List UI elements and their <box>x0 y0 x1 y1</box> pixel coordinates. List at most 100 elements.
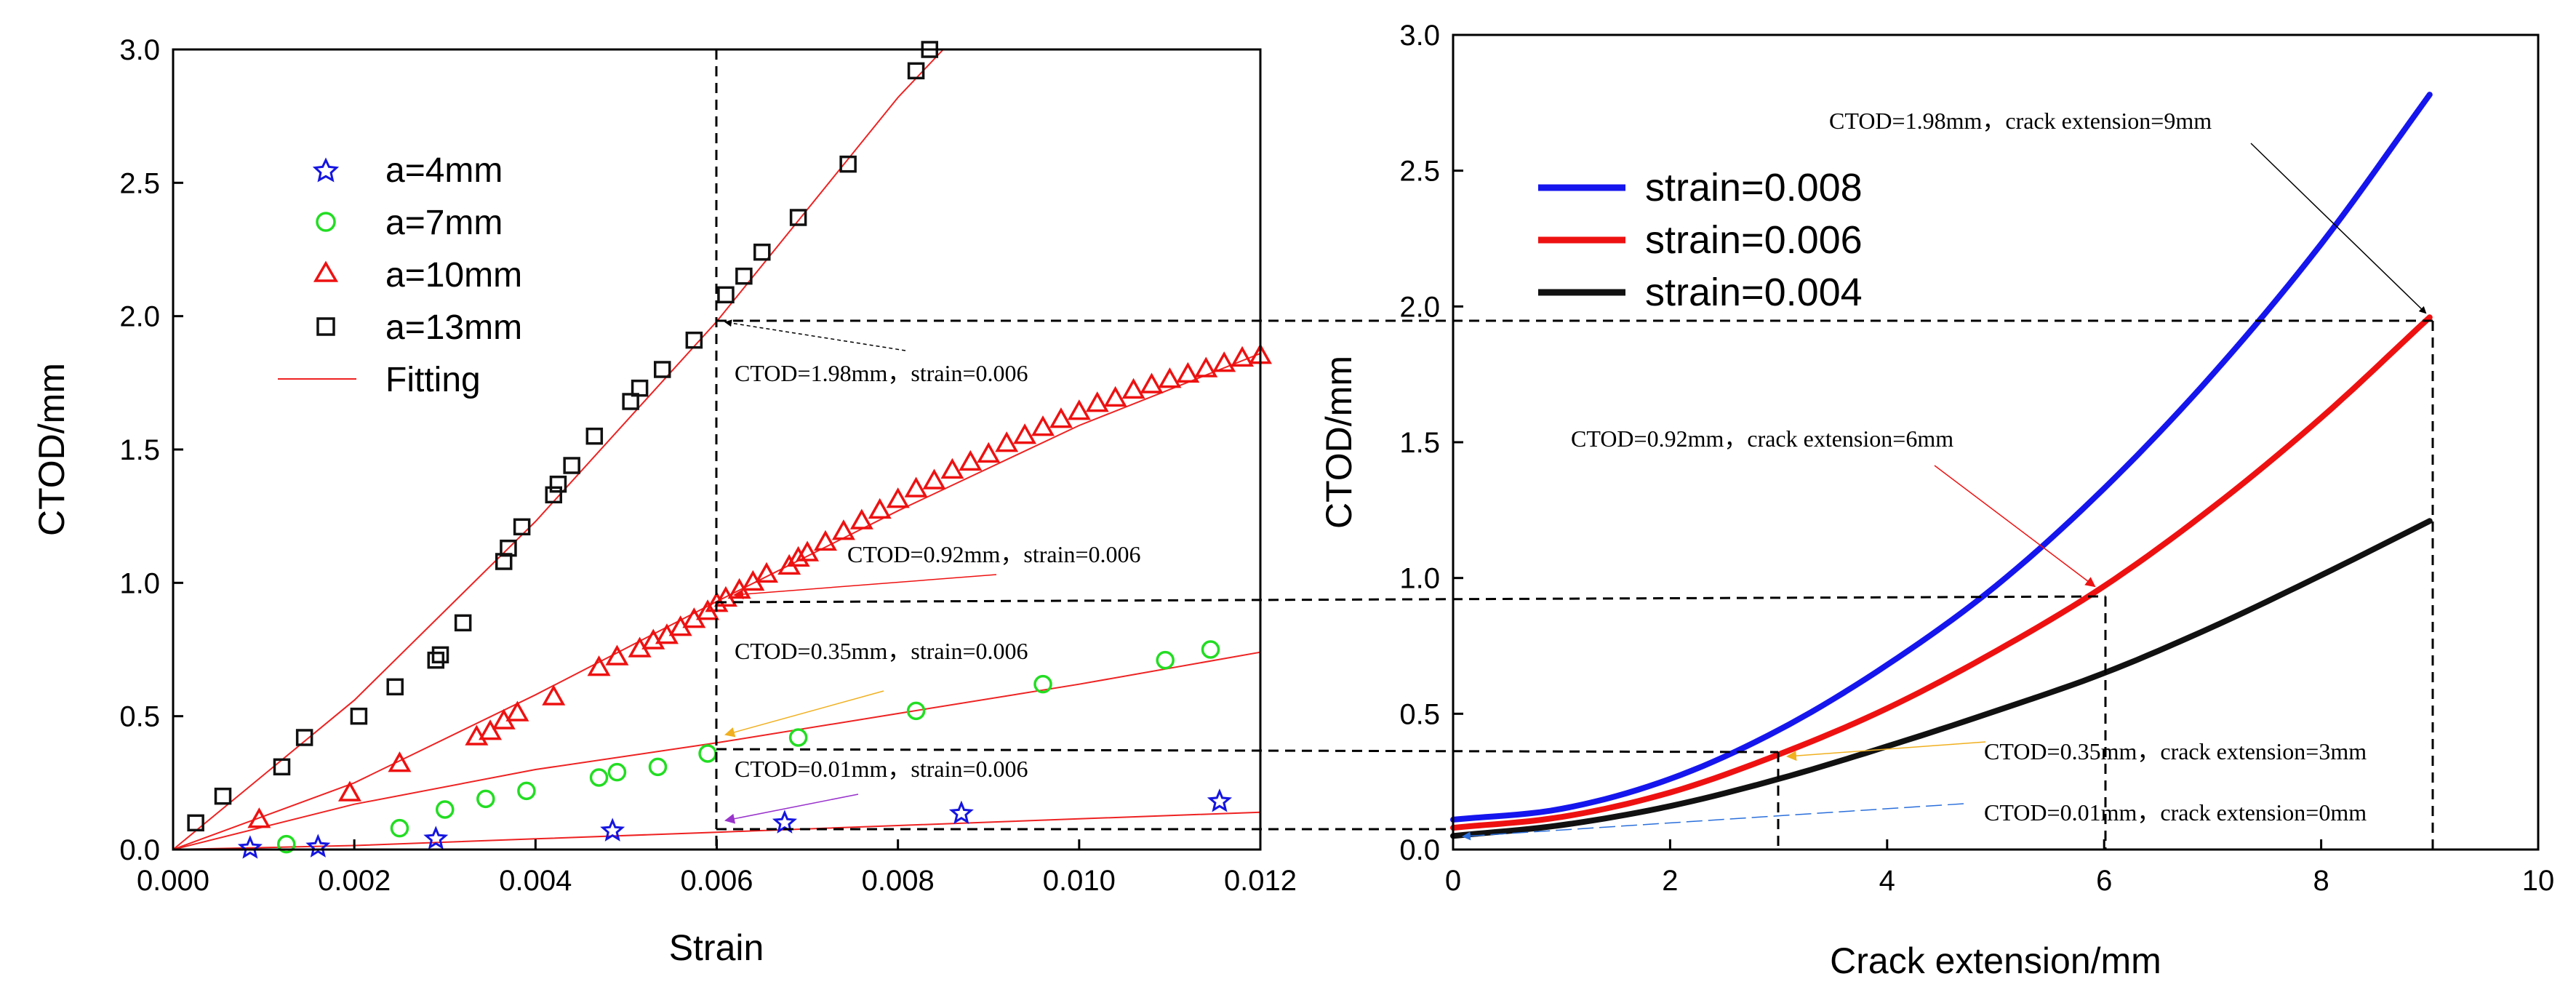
legend-triangle-marker <box>313 260 339 282</box>
curve-strain=0.006 <box>1450 314 2433 831</box>
left-x-tick-label: 0.006 <box>680 865 753 897</box>
annotation-arrow-035-crack <box>1786 741 1986 762</box>
point-a=7mm <box>607 762 627 782</box>
point-a=13mm <box>427 651 445 669</box>
right-y-axis-label: CTOD/mm <box>1319 356 1359 529</box>
annotation-arrow-035 <box>724 690 884 738</box>
point-a=13mm <box>585 427 604 445</box>
right-annotations: CTOD=1.98mm，crack extension=9mm CTOD=0.9… <box>1462 108 2427 841</box>
right-plot-marks <box>1450 92 2433 839</box>
annotation-arrow-092-crack <box>1934 465 2096 588</box>
point-a=10mm <box>1121 377 1145 399</box>
point-a=10mm <box>337 780 361 802</box>
left-x-tick-label: 0.004 <box>499 865 572 897</box>
left-y-tick-label: 1.5 <box>119 434 160 466</box>
fit-line-a=13mm <box>172 49 944 850</box>
right-x-tick-label: 6 <box>2096 865 2112 897</box>
point-a=10mm <box>247 807 271 828</box>
strain-ctod-chart: 0.000 0.002 0.004 0.006 0.008 0.010 0.012 0.0 0.… <box>31 34 1297 968</box>
left-ticks: 0.000 0.002 0.004 0.006 0.008 0.010 0.012 0.0 0.… <box>119 34 1297 897</box>
annotation-arrow-092 <box>733 574 997 600</box>
point-a=10mm <box>849 508 873 530</box>
point-a=10mm <box>977 441 1001 463</box>
legend-item-a7: a=7mm <box>316 204 503 242</box>
right-y-tick-label: 2.5 <box>1399 156 1440 188</box>
point-a=13mm <box>753 243 771 261</box>
left-x-tick-label: 0.012 <box>1224 865 1297 897</box>
point-a=7mm <box>1033 674 1052 694</box>
point-a=10mm <box>605 644 629 666</box>
left-y-tick-label: 0.0 <box>119 834 160 866</box>
right-x-tick-label: 2 <box>1662 865 1678 897</box>
point-a=4mm <box>423 826 449 850</box>
right-y-tick-label: 0.5 <box>1399 698 1440 730</box>
left-plot-marks <box>172 41 1272 859</box>
point-a=7mm <box>698 744 717 763</box>
annotation-arrow-198 <box>724 319 906 351</box>
left-x-tick-label: 0.002 <box>318 865 391 897</box>
legend-label-strain-0008: strain=0.008 <box>1645 166 1863 209</box>
right-y-tick-label: 1.5 <box>1399 427 1440 459</box>
point-a=13mm <box>622 393 639 410</box>
point-a=13mm <box>431 646 449 664</box>
left-y-axis-label: CTOD/mm <box>31 363 72 536</box>
point-a=10mm <box>904 476 928 497</box>
point-a=7mm <box>1201 640 1220 659</box>
point-a=4mm <box>1207 788 1233 812</box>
right-y-tick-label: 0.0 <box>1399 834 1440 866</box>
point-a=10mm <box>1049 407 1073 428</box>
legend-label-a13: a=13mm <box>385 308 522 347</box>
right-x-tick-label: 4 <box>1879 865 1895 897</box>
point-a=7mm <box>436 800 455 819</box>
legend-label-a7: a=7mm <box>385 204 503 242</box>
legend-item-a10: a=10mm <box>313 256 522 295</box>
point-a=13mm <box>500 539 517 557</box>
point-a=10mm <box>922 468 946 489</box>
point-a=4mm <box>948 800 974 824</box>
point-a=10mm <box>1067 399 1091 420</box>
point-a=4mm <box>305 834 331 858</box>
point-a=10mm <box>1231 345 1255 367</box>
point-a=10mm <box>831 519 855 540</box>
point-a=10mm <box>796 540 820 562</box>
point-a=10mm <box>995 431 1019 452</box>
legend-label-strain-0006: strain=0.006 <box>1645 218 1863 262</box>
point-a=13mm <box>214 787 232 805</box>
legend-label-strain-0004: strain=0.004 <box>1645 271 1863 314</box>
point-a=10mm <box>868 497 892 519</box>
point-a=7mm <box>517 781 536 801</box>
right-y-tick-label: 2.0 <box>1399 291 1440 323</box>
point-a=10mm <box>886 487 910 508</box>
point-a=13mm <box>549 475 567 493</box>
annotation-text-092-crack: CTOD=0.92mm，crack extension=6mm <box>1571 425 1953 452</box>
left-y-tick-label: 3.0 <box>119 34 160 66</box>
left-y-tick-label: 2.0 <box>119 301 160 333</box>
annotation-text-198-strain: CTOD=1.98mm，strain=0.006 <box>735 360 1028 386</box>
right-x-tick-label: 0 <box>1445 865 1461 897</box>
crack-extension-ctod-chart: 0 2 4 6 8 10 0.0 0.5 1.0 1.5 2.0 2.5 3.0 Crack exten… <box>1319 20 2554 981</box>
annotation-arrow-001-crack <box>1462 803 1964 841</box>
guide-ctod-035 <box>716 748 1779 754</box>
left-x-tick-label: 0.000 <box>137 865 209 897</box>
point-a=13mm <box>631 379 649 397</box>
point-a=13mm <box>187 814 204 832</box>
point-a=13mm <box>735 267 753 285</box>
point-a=7mm <box>788 728 808 747</box>
point-a=10mm <box>1031 415 1055 436</box>
left-x-tick-label: 0.010 <box>1043 865 1116 897</box>
point-a=10mm <box>587 655 611 676</box>
point-a=13mm <box>685 331 703 349</box>
point-a=10mm <box>1013 423 1037 444</box>
point-a=13mm <box>454 614 472 632</box>
point-a=13mm <box>386 678 404 696</box>
point-a=10mm <box>786 546 810 567</box>
point-a=13mm <box>717 286 735 304</box>
curve-strain=0.008 <box>1450 92 2433 823</box>
left-y-tick-label: 0.5 <box>119 701 160 733</box>
point-a=10mm <box>1085 391 1109 412</box>
legend-item-strain-0008: strain=0.008 <box>1538 166 1863 209</box>
point-a=7mm <box>589 768 609 787</box>
annotation-text-001-crack: CTOD=0.01mm，crack extension=0mm <box>1984 799 2367 826</box>
legend-item-strain-0006: strain=0.006 <box>1538 218 1863 262</box>
